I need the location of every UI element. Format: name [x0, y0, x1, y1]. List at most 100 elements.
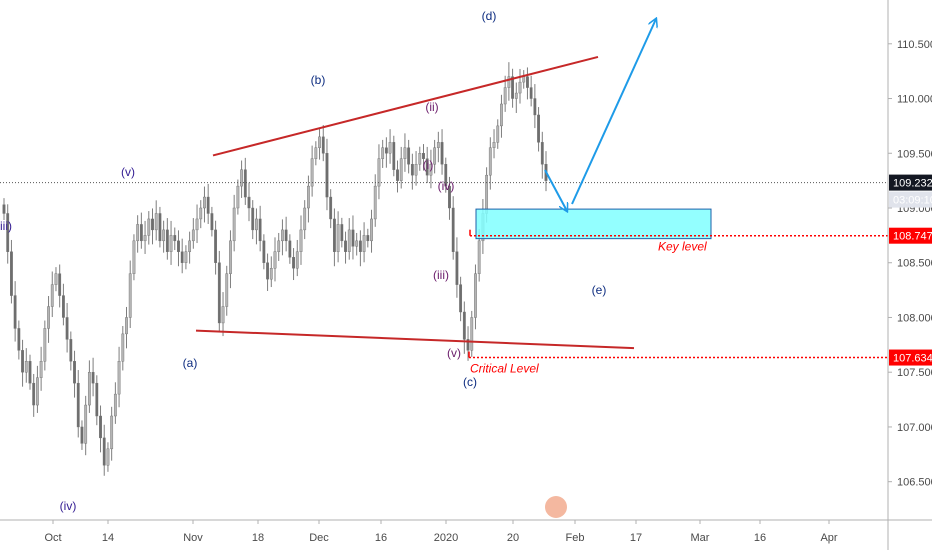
candle: [455, 237, 459, 298]
candle-body: [358, 240, 362, 252]
candle-body: [21, 350, 24, 373]
candle-body: [410, 164, 414, 176]
current-price-badge-text: 109.232: [893, 178, 932, 190]
candle: [399, 146, 403, 189]
y-tick-label: 110.000: [897, 94, 932, 106]
candle-body: [448, 185, 451, 209]
wave-label-ii: (ii): [425, 100, 438, 114]
wave-label-c: (c): [463, 375, 477, 389]
candle-body: [436, 142, 440, 148]
candle-body: [39, 361, 43, 378]
candle: [10, 239, 13, 304]
candle: [325, 138, 329, 211]
candle: [470, 310, 474, 357]
candle-body: [284, 229, 288, 242]
candle-body: [191, 229, 195, 242]
candle-body: [136, 224, 140, 242]
x-tick-label: Mar: [691, 532, 710, 544]
x-tick-label: 14: [102, 532, 114, 544]
candle-body: [6, 213, 10, 252]
y-tick-label: 108.000: [897, 312, 932, 324]
y-tick-label: 107.500: [897, 367, 932, 379]
candle: [448, 176, 451, 220]
candle: [132, 234, 136, 281]
candle-body: [199, 207, 203, 220]
candle: [451, 196, 455, 260]
candle: [288, 234, 292, 264]
candle: [225, 265, 229, 316]
candle: [533, 84, 537, 129]
candle: [433, 139, 437, 174]
candle-body: [117, 361, 121, 395]
candle: [526, 67, 529, 100]
target-zone-box[interactable]: [475, 208, 712, 240]
candle-body: [151, 218, 154, 231]
candle-body: [162, 229, 166, 242]
price-levels[interactable]: Key level Critical Level: [0, 182, 888, 376]
trendlines[interactable]: [195, 55, 635, 350]
up-projection-arrow[interactable]: [571, 19, 656, 205]
candle-body: [488, 147, 492, 176]
candle-body: [526, 76, 529, 88]
candle: [370, 209, 373, 253]
upper-trendline[interactable]: [212, 55, 599, 157]
candle-body: [266, 262, 269, 280]
candle-body: [217, 262, 221, 324]
candle-body: [221, 306, 225, 324]
candle: [299, 215, 303, 265]
candle-body: [503, 87, 507, 105]
candle: [377, 144, 381, 200]
candle: [195, 204, 199, 244]
candle-body: [58, 273, 62, 296]
wave-label-iv-major: (iv): [60, 499, 77, 513]
candle: [32, 373, 36, 417]
current-price-badge[interactable]: 109.232: [889, 174, 932, 191]
candle-body: [143, 235, 147, 242]
critical-level-badge[interactable]: 107.634: [889, 349, 932, 366]
candle-body: [392, 142, 396, 170]
key-level-badge-text: 108.747: [893, 231, 932, 243]
lower-trendline[interactable]: [195, 329, 635, 350]
candle: [488, 137, 492, 190]
candle: [113, 382, 117, 424]
candle: [492, 129, 496, 159]
candle-body: [258, 218, 262, 242]
candle-body: [336, 224, 340, 252]
candle-body: [69, 339, 73, 362]
candle-body: [388, 142, 392, 154]
wave-label-v-major: (v): [121, 165, 135, 179]
key-level-badge[interactable]: 108.747: [889, 227, 932, 244]
candle-body: [321, 136, 325, 154]
candle: [392, 135, 396, 177]
candle: [99, 405, 102, 453]
candle-body: [537, 114, 540, 143]
candle-body: [210, 213, 214, 231]
candle-body: [307, 185, 310, 209]
candle-body: [24, 361, 28, 373]
candle-body: [10, 251, 13, 296]
candle: [414, 151, 418, 186]
countdown-badge[interactable]: 03:09:10: [889, 191, 932, 208]
candle-body: [281, 229, 284, 242]
down-projection-arrow[interactable]: [544, 169, 567, 211]
candle-body: [243, 169, 247, 198]
candle-body: [314, 147, 318, 159]
candle-body: [102, 437, 106, 466]
candle: [39, 346, 43, 391]
wave-labels: iii) (iv) (v) (a) (b) (ii) (i) (iv) (iii) (v) (c) (…: [0, 9, 606, 513]
x-tick-label: Dec: [309, 532, 329, 544]
candle-body: [351, 229, 355, 247]
candle-body: [522, 76, 526, 83]
candle-body: [91, 372, 95, 384]
target-zone[interactable]: [475, 208, 712, 240]
countdown-badge-bg: [889, 191, 932, 208]
candle: [529, 75, 533, 107]
candle: [251, 200, 255, 240]
candle-body: [132, 240, 136, 274]
candle: [65, 303, 69, 353]
candle-body: [377, 158, 381, 187]
candle-body: [139, 224, 143, 242]
projection-arrows[interactable]: [544, 19, 656, 211]
candle-body: [73, 361, 76, 384]
